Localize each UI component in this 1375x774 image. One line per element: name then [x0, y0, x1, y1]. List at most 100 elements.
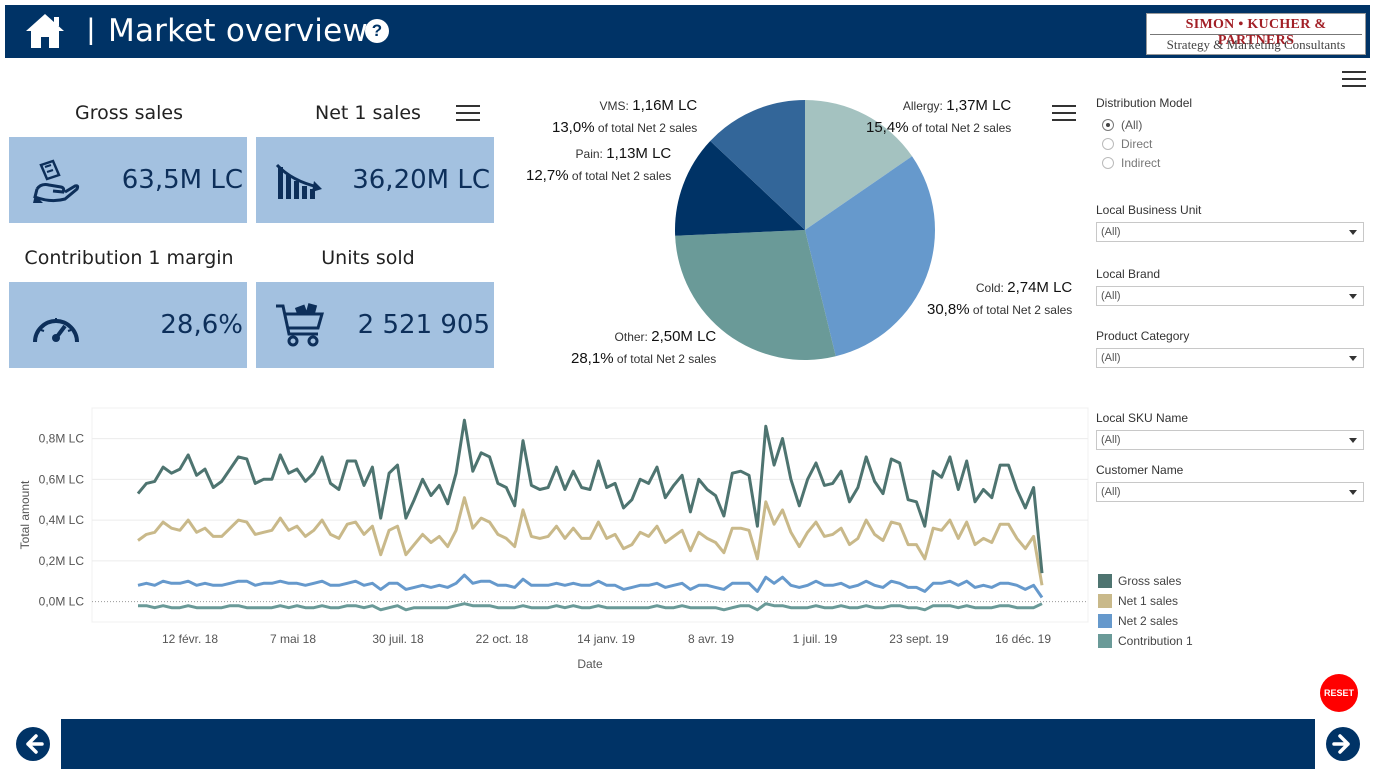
kpi-label-contribution-margin: Contribution 1 margin: [24, 247, 234, 269]
series-line-net-2-sales[interactable]: [137, 573, 1044, 599]
y-tick-label: 0,4M LC: [39, 513, 85, 527]
business-unit-select[interactable]: (All): [1096, 222, 1364, 242]
footer-bar: [61, 719, 1315, 769]
kpi-value-gross-sales: 63,5M LC: [121, 165, 243, 195]
y-tick-label: 0,0M LC: [39, 595, 85, 609]
product-category-select[interactable]: (All): [1096, 348, 1364, 368]
x-tick-label: 8 avr. 19: [688, 632, 734, 646]
legend-item-net2-sales[interactable]: Net 2 sales: [1098, 614, 1178, 628]
y-tick-label: 0,2M LC: [39, 554, 85, 568]
filter-title-product-category: Product Category: [1096, 329, 1190, 343]
pie-label-other: Other: 2,50M LC 28,1% of total Net 2 sal…: [571, 326, 716, 370]
y-axis-title: Total amount: [18, 480, 32, 549]
filters-menu-icon[interactable]: [1342, 70, 1366, 88]
select-value: (All): [1101, 290, 1121, 302]
select-value: (All): [1101, 434, 1121, 446]
page-title: Market overview: [108, 13, 368, 49]
x-tick-label: 23 sept. 19: [889, 632, 949, 646]
chevron-down-icon: [1349, 356, 1357, 361]
reset-button[interactable]: RESET: [1320, 674, 1358, 712]
radio-dot: [1102, 157, 1114, 169]
x-axis-title: Date: [577, 657, 603, 671]
y-tick-label: 0,6M LC: [39, 472, 85, 486]
pie-slice-value: 2,74M LC: [1007, 279, 1073, 296]
legend-label: Contribution 1: [1118, 634, 1193, 648]
kpi-card-gross-sales[interactable]: 63,5M LC: [9, 137, 247, 223]
pie-slice-vms[interactable]: [710, 100, 805, 230]
radio-direct[interactable]: Direct: [1102, 137, 1152, 151]
pie-slice-suffix: of total Net 2 sales: [571, 169, 672, 183]
pie-slice-name: Allergy:: [902, 99, 943, 113]
pie-slice-pct: 30,8%: [927, 301, 970, 318]
forward-arrow-icon[interactable]: [1326, 727, 1360, 761]
hand-money-icon: [31, 159, 83, 205]
pie-slice-pct: 28,1%: [571, 350, 614, 367]
kpi-card-contribution-margin[interactable]: 28,6%: [9, 282, 247, 368]
speedometer-icon: [31, 306, 83, 352]
pie-slice-allergy[interactable]: [805, 100, 913, 230]
declining-bars-icon: [274, 159, 326, 205]
radio-label: (All): [1121, 118, 1143, 132]
help-icon[interactable]: ?: [365, 19, 389, 43]
legend-item-net1-sales[interactable]: Net 1 sales: [1098, 594, 1178, 608]
series-line-contribution-1[interactable]: [138, 602, 1043, 612]
kpi-card-net1-sales[interactable]: 36,20M LC: [256, 137, 494, 223]
pie-slice-other[interactable]: [675, 230, 836, 361]
legend-label: Gross sales: [1118, 574, 1182, 588]
legend-label: Net 1 sales: [1118, 594, 1179, 608]
pie-label-allergy: Allergy: 1,37M LC 15,4% of total Net 2 s…: [866, 95, 1011, 139]
pie-slice-suffix: of total Net 2 sales: [972, 303, 1073, 317]
chevron-down-icon: [1349, 490, 1357, 495]
home-icon[interactable]: [23, 11, 67, 51]
legend-item-gross-sales[interactable]: Gross sales: [1098, 574, 1181, 588]
pie-slice-suffix: of total Net 2 sales: [597, 121, 698, 135]
radio-label: Direct: [1121, 137, 1153, 151]
pie-slice-pain[interactable]: [675, 141, 805, 236]
y-tick-label: 0,8M LC: [39, 432, 85, 446]
pie-chart: [675, 100, 935, 361]
legend-item-contribution[interactable]: Contribution 1: [1098, 634, 1193, 648]
series-line-gross-sales[interactable]: [136, 418, 1044, 574]
pie-slice-value: 1,16M LC: [632, 97, 698, 114]
pie-label-vms: VMS: 1,16M LC 13,0% of total Net 2 sales: [552, 95, 697, 139]
legend-swatch: [1098, 574, 1112, 588]
pie-slice-suffix: of total Net 2 sales: [911, 121, 1012, 135]
radio-dot: [1102, 119, 1114, 131]
pie-slice-name: Cold:: [975, 281, 1004, 295]
pie-menu-icon[interactable]: [1052, 104, 1076, 122]
logo-tagline: Strategy & Marketing Consultants: [1166, 37, 1346, 52]
pie-slice-name: Pain:: [575, 147, 603, 161]
filter-title-brand: Local Brand: [1096, 267, 1161, 281]
header-bar: | Market overview ? SIMON • KUCHER & PAR…: [5, 5, 1370, 58]
radio-indirect[interactable]: Indirect: [1102, 156, 1160, 170]
chevron-down-icon: [1349, 294, 1357, 299]
pie-slice-name: VMS:: [599, 99, 629, 113]
radio-all[interactable]: (All): [1102, 118, 1142, 132]
kpi-menu-icon[interactable]: [456, 104, 480, 122]
kpi-value-net1-sales: 36,20M LC: [352, 165, 490, 195]
pie-slice-value: 1,37M LC: [946, 97, 1012, 114]
brand-select[interactable]: (All): [1096, 286, 1364, 306]
pie-slice-cold[interactable]: [805, 156, 935, 357]
pie-slice-value: 1,13M LC: [606, 145, 672, 162]
line-chart: 0,0M LC 0,2M LC 0,4M LC 0,6M LC 0,8M LC 12 fé…: [18, 407, 1089, 671]
customer-select[interactable]: (All): [1096, 482, 1364, 502]
radio-dot: [1102, 138, 1114, 150]
legend-swatch: [1098, 634, 1112, 648]
back-arrow-icon[interactable]: [16, 727, 50, 761]
legend-swatch: [1098, 594, 1112, 608]
chevron-down-icon: [1349, 230, 1357, 235]
select-value: (All): [1101, 486, 1121, 498]
kpi-card-units-sold[interactable]: 2 521 905: [256, 282, 494, 368]
kpi-value-contribution-margin: 28,6%: [160, 310, 243, 340]
series-line-net-1-sales[interactable]: [137, 496, 1044, 586]
x-tick-label: 14 janv. 19: [577, 632, 635, 646]
kpi-label-gross-sales: Gross sales: [75, 102, 183, 124]
kpi-label-net1-sales: Net 1 sales: [315, 102, 421, 124]
title-separator: |: [87, 13, 95, 46]
sku-select[interactable]: (All): [1096, 430, 1364, 450]
legend-swatch: [1098, 614, 1112, 628]
filter-title-sku: Local SKU Name: [1096, 411, 1189, 425]
legend-label: Net 2 sales: [1118, 614, 1179, 628]
